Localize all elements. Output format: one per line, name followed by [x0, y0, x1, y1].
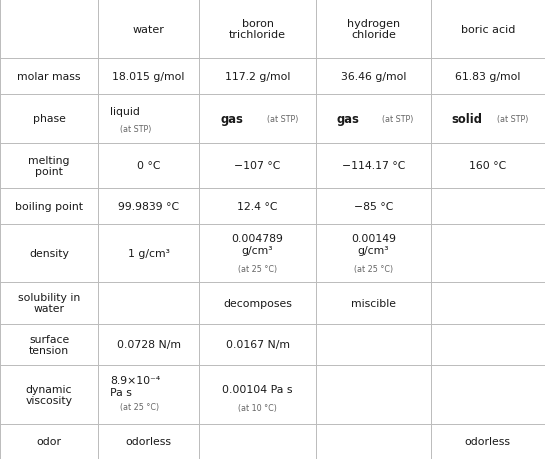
Text: (at STP): (at STP): [120, 124, 152, 133]
Text: (at 25 °C): (at 25 °C): [120, 402, 159, 411]
Text: odorless: odorless: [465, 437, 511, 446]
Text: 12.4 °C: 12.4 °C: [237, 202, 278, 212]
Text: 0.0728 N/m: 0.0728 N/m: [117, 340, 180, 350]
Text: density: density: [29, 248, 69, 258]
Text: 0.00149
g/cm³: 0.00149 g/cm³: [351, 234, 396, 255]
Text: decomposes: decomposes: [223, 298, 292, 308]
Text: −107 °C: −107 °C: [234, 161, 281, 171]
Text: hydrogen
chloride: hydrogen chloride: [347, 19, 400, 40]
Text: boron
trichloride: boron trichloride: [229, 19, 286, 40]
Text: 36.46 g/mol: 36.46 g/mol: [341, 72, 406, 82]
Text: odor: odor: [37, 437, 62, 446]
Text: 0.00104 Pa s: 0.00104 Pa s: [222, 384, 293, 394]
Text: 160 °C: 160 °C: [469, 161, 506, 171]
Text: phase: phase: [33, 114, 65, 124]
Text: solid: solid: [451, 112, 482, 125]
Text: boric acid: boric acid: [461, 24, 515, 34]
Text: 117.2 g/mol: 117.2 g/mol: [225, 72, 290, 82]
Text: 61.83 g/mol: 61.83 g/mol: [455, 72, 520, 82]
Text: miscible: miscible: [351, 298, 396, 308]
Text: −114.17 °C: −114.17 °C: [342, 161, 405, 171]
Text: gas: gas: [337, 112, 360, 125]
Text: 18.015 g/mol: 18.015 g/mol: [112, 72, 185, 82]
Text: gas: gas: [220, 112, 243, 125]
Text: (at 10 °C): (at 10 °C): [238, 403, 277, 412]
Text: 0.0167 N/m: 0.0167 N/m: [226, 340, 289, 350]
Text: liquid: liquid: [110, 106, 140, 117]
Text: (at STP): (at STP): [383, 114, 414, 123]
Text: water: water: [132, 24, 165, 34]
Text: (at STP): (at STP): [497, 114, 528, 123]
Text: melting
point: melting point: [28, 155, 70, 177]
Text: (at 25 °C): (at 25 °C): [354, 265, 393, 274]
Text: boiling point: boiling point: [15, 202, 83, 212]
Text: 0.004789
g/cm³: 0.004789 g/cm³: [232, 234, 283, 255]
Text: (at 25 °C): (at 25 °C): [238, 265, 277, 274]
Text: (at STP): (at STP): [267, 114, 298, 123]
Text: 99.9839 °C: 99.9839 °C: [118, 202, 179, 212]
Text: 8.9×10⁻⁴
Pa s: 8.9×10⁻⁴ Pa s: [110, 375, 160, 397]
Text: odorless: odorless: [125, 437, 172, 446]
Text: surface
tension: surface tension: [29, 334, 69, 356]
Text: dynamic
viscosity: dynamic viscosity: [26, 384, 72, 405]
Text: 1 g/cm³: 1 g/cm³: [128, 248, 169, 258]
Text: solubility in
water: solubility in water: [18, 292, 80, 314]
Text: 0 °C: 0 °C: [137, 161, 160, 171]
Text: molar mass: molar mass: [17, 72, 81, 82]
Text: −85 °C: −85 °C: [354, 202, 393, 212]
